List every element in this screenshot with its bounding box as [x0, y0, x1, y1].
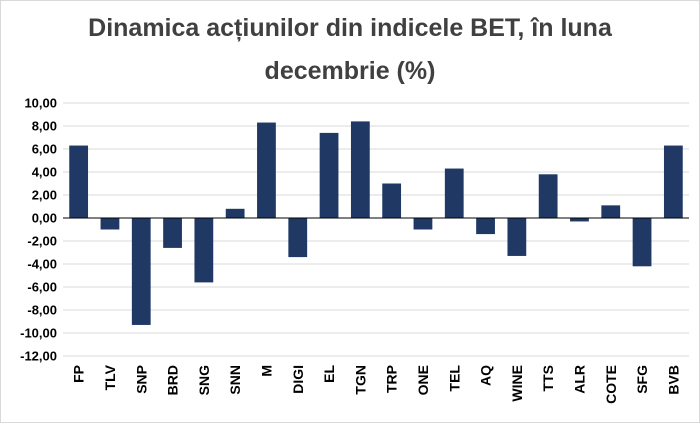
bar-snn [225, 208, 245, 218]
y-tick-labels: -12,00 -10,00 -8,00 -6,00 -4,00 -2,00 0,00 2,00… [20, 96, 57, 364]
x-category-label: AQ [478, 365, 494, 386]
bar-trp [382, 183, 402, 218]
x-category-label: BRD [165, 365, 181, 395]
bar-tlv [100, 218, 120, 230]
x-category-label: TTS [540, 365, 556, 391]
bar-cote [601, 205, 621, 218]
x-category-label: ALR [571, 365, 587, 394]
y-tick-label: -12,00 [20, 349, 57, 364]
x-category-label: EL [321, 365, 337, 383]
bar-digi [288, 218, 308, 258]
bars [69, 121, 683, 325]
x-category-label: COTE [603, 365, 619, 404]
bar-aq [476, 218, 495, 235]
bar-tts [538, 174, 558, 218]
bar-brd [163, 218, 182, 248]
y-tick-label: 8,00 [32, 119, 57, 134]
chart-title-line-2: decembrie (%) [264, 57, 436, 85]
chart-title-line-1: Dinamica acțiunilor din indicele BET, în… [88, 14, 612, 42]
y-tick-label: 10,00 [24, 96, 57, 111]
x-category-label: FP [71, 365, 87, 383]
y-tick-label: -8,00 [27, 303, 57, 318]
x-category-label: TRP [384, 365, 400, 393]
x-category-label: TGN [352, 365, 368, 395]
bar-sng [194, 218, 214, 283]
bar-snp [131, 218, 151, 325]
bar-fp [69, 145, 89, 218]
bar-alr [570, 218, 589, 222]
bar-one [413, 218, 433, 230]
x-category-label: SNP [133, 365, 149, 394]
x-category-label: TEL [446, 365, 462, 392]
y-tick-label: 6,00 [32, 142, 57, 157]
y-tick-label: 4,00 [32, 165, 57, 180]
x-category-label: ONE [415, 365, 431, 395]
chart-title: Dinamica acțiunilor din indicele BET, în… [1, 7, 699, 93]
y-tick-label: -4,00 [27, 257, 57, 272]
bar-wine [507, 218, 527, 256]
y-tick-label: -10,00 [20, 326, 57, 341]
bar-sfg [632, 218, 652, 267]
x-category-label: SFG [634, 365, 650, 394]
x-category-label: SNG [196, 365, 212, 395]
bar-el [319, 132, 339, 218]
x-category-label: BVB [665, 365, 681, 395]
bar-m [257, 122, 276, 218]
y-tick-label: -6,00 [27, 280, 57, 295]
x-category-label: SNN [227, 365, 243, 395]
y-tick-label: 2,00 [32, 188, 57, 203]
bar-tel [444, 168, 464, 218]
x-category-label: WINE [509, 365, 525, 402]
y-tick-label: -2,00 [27, 234, 57, 249]
bar-bvb [663, 145, 683, 218]
x-category-label: DIGI [290, 365, 306, 394]
gridlines [63, 102, 689, 357]
y-tick-label: 0,00 [32, 211, 57, 226]
x-category-label: TLV [102, 364, 118, 390]
bar-tgn [350, 121, 370, 218]
x-category-labels: FP TLV SNP BRD SNG SNN M DIGI EL TGN TRP ONE TEL AQ WI… [71, 364, 682, 404]
x-category-label: M [258, 365, 274, 377]
